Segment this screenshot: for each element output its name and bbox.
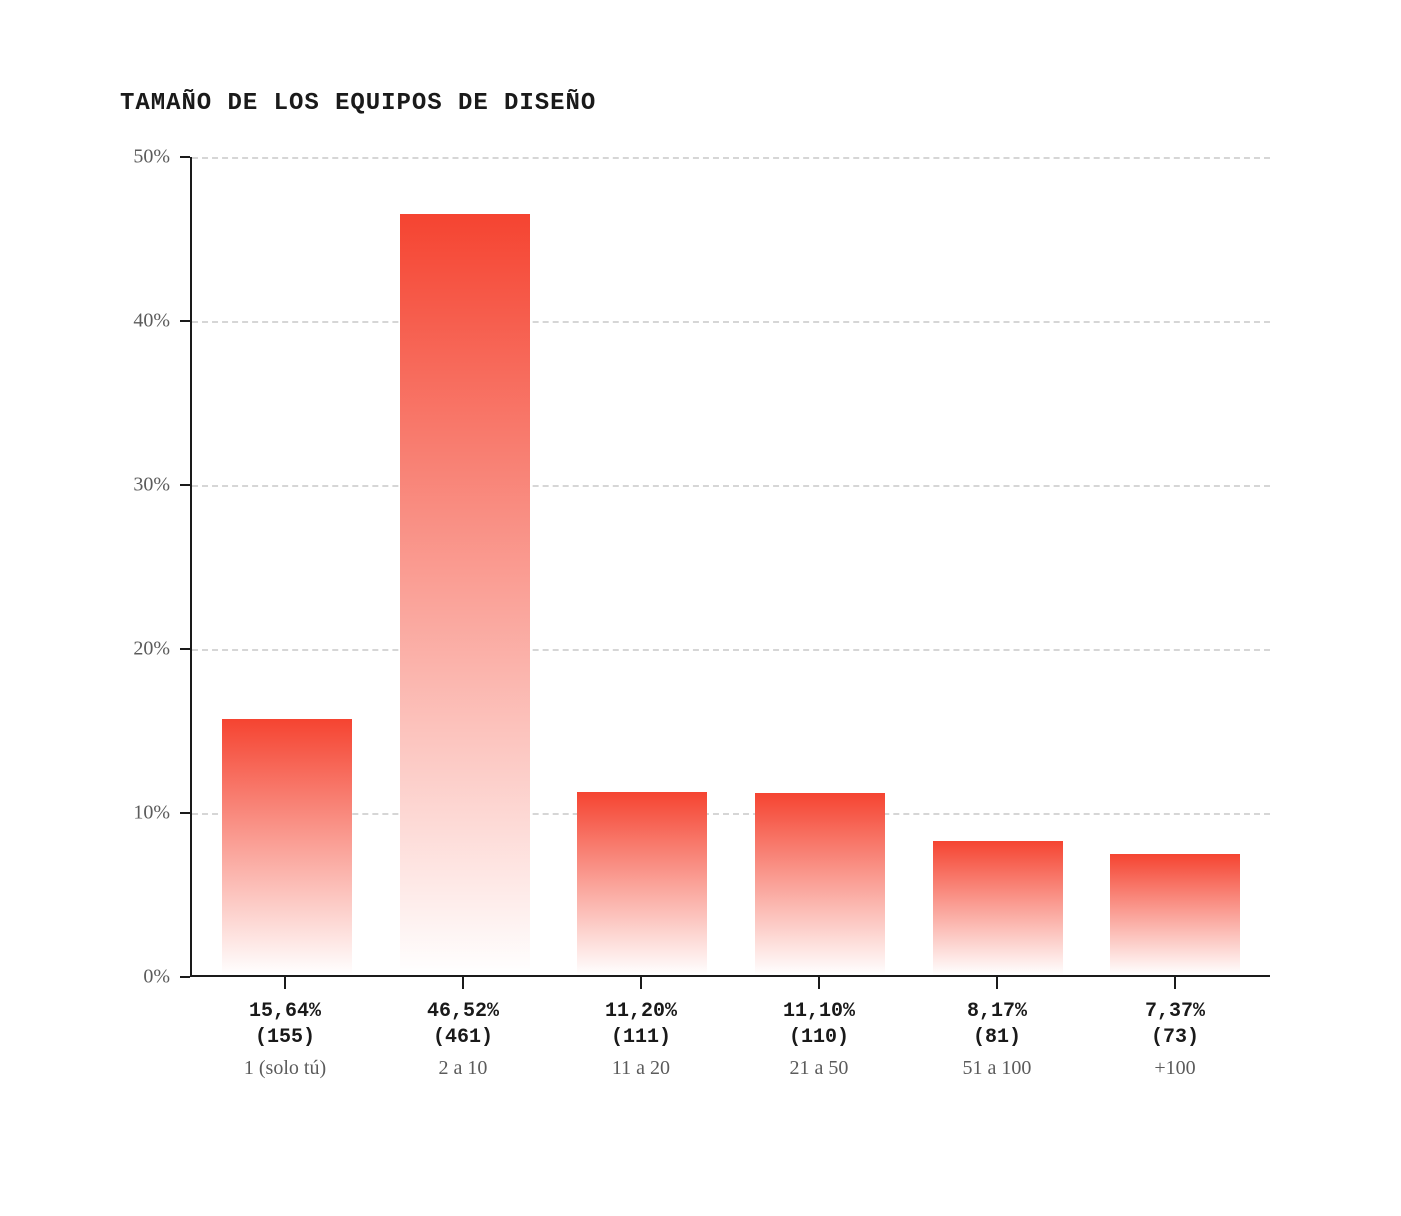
bar-slot (909, 157, 1087, 975)
x-axis-labels: 15,64%(155)1 (solo tú)46,52%(461)2 a 101… (190, 993, 1270, 1080)
x-category-label: 2 a 10 (374, 1057, 552, 1080)
y-tick-label: 10% (133, 802, 170, 825)
x-count-label: (111) (552, 1025, 730, 1051)
x-label: 11,10%(110) 21 a 50 (730, 993, 908, 1080)
x-percent-label: 11,10% (730, 999, 908, 1025)
bar-slot (731, 157, 909, 975)
bar (577, 792, 707, 975)
x-count-label: (81) (908, 1025, 1086, 1051)
chart-title: TAMAÑO DE LOS EQUIPOS DE DISEÑO (120, 90, 1281, 117)
bar-slot (198, 157, 376, 975)
x-percent-label: 8,17% (908, 999, 1086, 1025)
x-category-label: +100 (1086, 1057, 1264, 1080)
y-tick-label: 40% (133, 310, 170, 333)
x-percent-label: 46,52% (374, 999, 552, 1025)
plot-area (190, 157, 1270, 977)
bars-row (192, 157, 1270, 975)
x-label: 11,20%(111) 11 a 20 (552, 993, 730, 1080)
x-category-label: 51 a 100 (908, 1057, 1086, 1080)
y-tick-mark (180, 648, 190, 650)
x-category-label: 11 a 20 (552, 1057, 730, 1080)
x-percent-label: 15,64% (196, 999, 374, 1025)
x-percent-label: 7,37% (1086, 999, 1264, 1025)
bar-slot (553, 157, 731, 975)
x-label: 8,17%(81) 51 a 100 (908, 993, 1086, 1080)
x-tick-mark (818, 977, 820, 989)
y-tick-mark (180, 320, 190, 322)
y-tick-label: 20% (133, 638, 170, 661)
x-count-label: (73) (1086, 1025, 1264, 1051)
y-tick-label: 50% (133, 146, 170, 169)
bar (755, 793, 885, 975)
x-percent-label: 11,20% (552, 999, 730, 1025)
bar-slot (376, 157, 554, 975)
x-label: 7,37%(73) +100 (1086, 993, 1264, 1080)
x-category-label: 1 (solo tú) (196, 1057, 374, 1080)
y-tick-mark (180, 484, 190, 486)
y-tick-label: 30% (133, 474, 170, 497)
x-count-label: (110) (730, 1025, 908, 1051)
x-tick-mark (462, 977, 464, 989)
y-axis: 0%10%20%30%40%50% (120, 157, 180, 977)
bar-slot (1086, 157, 1264, 975)
page: TAMAÑO DE LOS EQUIPOS DE DISEÑO 0% 10% 20%… (0, 0, 1401, 1216)
chart: 0%10%20%30%40%50% 15,64%(155)1 (solo tú)… (120, 157, 1270, 977)
y-tick-mark (180, 976, 190, 978)
x-label: 46,52%(461) 2 a 10 (374, 993, 552, 1080)
y-tick-mark (180, 156, 190, 158)
x-tick-mark (1174, 977, 1176, 989)
x-count-label: (155) (196, 1025, 374, 1051)
y-tick-mark (180, 812, 190, 814)
x-tick-mark (996, 977, 998, 989)
x-category-label: 21 a 50 (730, 1057, 908, 1080)
bar (400, 214, 530, 975)
x-count-label: (461) (374, 1025, 552, 1051)
x-tick-mark (640, 977, 642, 989)
bar (222, 719, 352, 975)
bar (933, 841, 1063, 975)
bar (1110, 854, 1240, 975)
x-tick-mark (284, 977, 286, 989)
y-tick-label: 0% (143, 966, 170, 989)
x-label: 15,64%(155) 1 (solo tú) (196, 993, 374, 1080)
